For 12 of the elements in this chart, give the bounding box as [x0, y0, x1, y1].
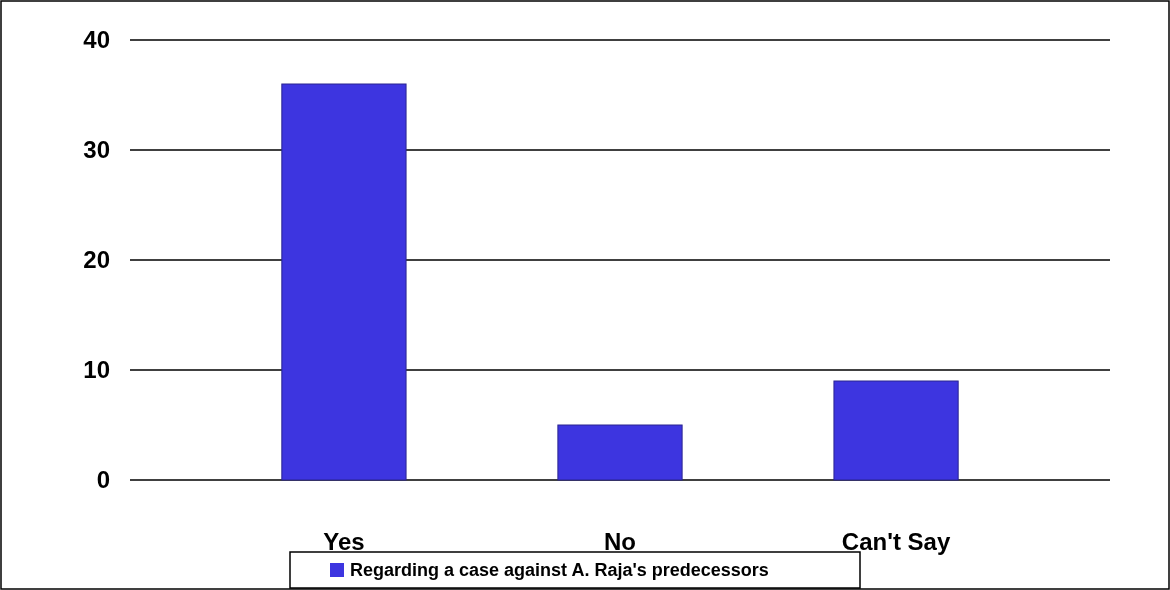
- x-tick-label: No: [604, 528, 636, 555]
- y-tick-label: 10: [83, 356, 110, 384]
- x-tick-label: Yes: [323, 528, 365, 555]
- y-tick-label: 40: [83, 26, 110, 54]
- y-tick-label: 0: [96, 466, 110, 494]
- bar: [557, 424, 683, 481]
- bar: [281, 83, 407, 481]
- x-tick-label: Can't Say: [841, 528, 951, 555]
- bar: [833, 380, 959, 481]
- y-tick-label: 20: [83, 246, 110, 274]
- y-tick-label: 30: [83, 136, 110, 164]
- legend-label: Regarding a case against A. Raja's predecessors: [350, 560, 769, 581]
